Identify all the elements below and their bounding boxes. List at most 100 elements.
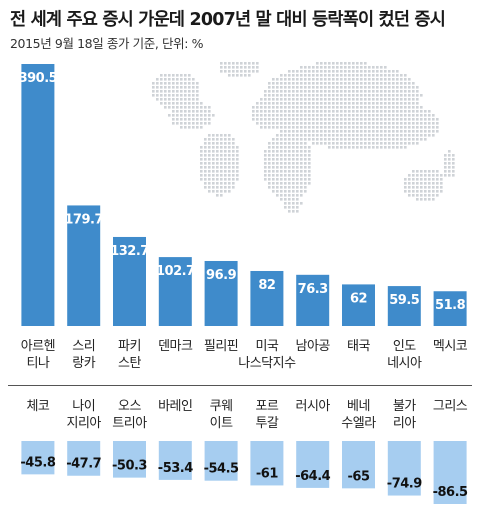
map-dot (396, 138, 399, 141)
map-dot (256, 118, 259, 121)
map-dot (404, 114, 407, 117)
map-dot (232, 62, 235, 65)
map-dot (284, 86, 287, 89)
map-dot (420, 122, 423, 125)
map-dot (376, 110, 379, 113)
map-dot (160, 86, 163, 89)
map-dot (312, 66, 315, 69)
map-dot (292, 178, 295, 181)
gain-bar (204, 260, 238, 326)
map-dot (212, 182, 215, 185)
map-dot (228, 138, 231, 141)
map-dot (332, 142, 335, 145)
map-dot (328, 126, 331, 129)
map-dot (176, 110, 179, 113)
loss-category-label: 투갈 (255, 416, 278, 431)
map-dot (284, 174, 287, 177)
map-dot (360, 138, 363, 141)
map-dot (272, 158, 275, 161)
map-dot (292, 70, 295, 73)
map-dot (280, 138, 283, 141)
map-dot (336, 98, 339, 101)
map-dot (208, 118, 211, 121)
map-dot (388, 74, 391, 77)
map-dot (316, 86, 319, 89)
gain-bar (21, 64, 55, 326)
map-dot (280, 118, 283, 121)
map-dot (388, 70, 391, 73)
map-dot (436, 174, 439, 177)
map-dot (300, 178, 303, 181)
map-dot (272, 182, 275, 185)
map-dot (280, 122, 283, 125)
map-dot (188, 94, 191, 97)
map-dot (368, 94, 371, 97)
map-dot (340, 118, 343, 121)
map-dot (356, 94, 359, 97)
map-dot (432, 126, 435, 129)
map-dot (184, 94, 187, 97)
map-dot (352, 62, 355, 65)
map-dot (384, 102, 387, 105)
map-dot (392, 106, 395, 109)
map-dot (244, 66, 247, 69)
map-dot (332, 118, 335, 121)
map-dot (228, 178, 231, 181)
map-dot (264, 94, 267, 97)
map-dot (316, 110, 319, 113)
map-dot (392, 74, 395, 77)
map-dot (204, 138, 207, 141)
map-dot (416, 174, 419, 177)
map-dot (284, 178, 287, 181)
map-dot (384, 142, 387, 145)
loss-value-label: -50.3 (112, 459, 147, 474)
map-dot (408, 130, 411, 133)
map-dot (332, 122, 335, 125)
map-dot (328, 98, 331, 101)
map-dot (288, 174, 291, 177)
map-dot (332, 114, 335, 117)
map-dot (224, 66, 227, 69)
map-dot (424, 186, 427, 189)
map-dot (324, 94, 327, 97)
map-dot (380, 78, 383, 81)
map-dot (340, 146, 343, 149)
map-dot (168, 78, 171, 81)
map-dot (424, 134, 427, 137)
map-dot (224, 162, 227, 165)
map-dot (212, 166, 215, 169)
map-dot (260, 98, 263, 101)
map-dot (284, 166, 287, 169)
map-dot (428, 194, 431, 197)
map-dot (200, 114, 203, 117)
map-dot (312, 142, 315, 145)
map-dot (408, 114, 411, 117)
map-dot (288, 82, 291, 85)
map-dot (380, 70, 383, 73)
map-dot (284, 194, 287, 197)
map-dot (348, 102, 351, 105)
map-dot (204, 154, 207, 157)
map-dot (344, 118, 347, 121)
map-dot (368, 78, 371, 81)
map-dot (436, 130, 439, 133)
map-dot (288, 110, 291, 113)
map-dot (300, 114, 303, 117)
map-dot (400, 142, 403, 145)
map-dot (308, 182, 311, 185)
map-dot (336, 66, 339, 69)
map-dot (188, 110, 191, 113)
map-dot (236, 150, 239, 153)
map-dot (276, 186, 279, 189)
map-dot (372, 122, 375, 125)
map-dot (280, 90, 283, 93)
map-dot (328, 118, 331, 121)
map-dot (236, 74, 239, 77)
map-dot (284, 78, 287, 81)
map-dot (396, 118, 399, 121)
map-dot (404, 82, 407, 85)
map-dot (272, 114, 275, 117)
map-dot (196, 82, 199, 85)
